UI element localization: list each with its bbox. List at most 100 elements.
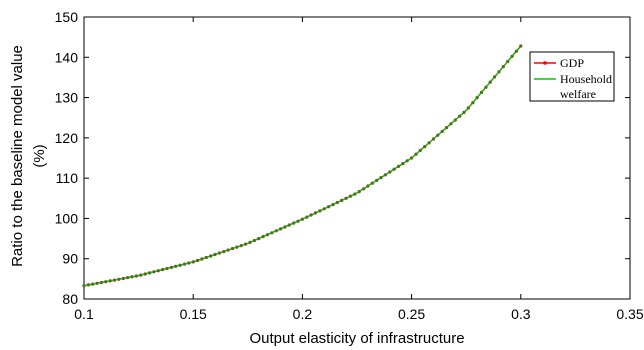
y-axis-title-line2: (%) [31, 144, 48, 167]
series-1-point-97 [506, 60, 510, 63]
series-1-point-80 [432, 137, 435, 141]
x-tick-label-1: 0.15 [180, 306, 207, 322]
legend-box [529, 51, 615, 102]
series-1-point-63 [357, 190, 361, 193]
series-1-point-76 [414, 152, 418, 156]
y-tick-label-7: 150 [55, 9, 79, 25]
series-1-point-90 [475, 96, 479, 99]
series-1-point-42 [266, 233, 269, 236]
series-1-point-71 [392, 167, 396, 171]
x-axis-title: Output elasticity of infrastructure [249, 330, 464, 347]
series-1-point-82 [440, 130, 444, 133]
series-1-point-75 [410, 156, 413, 160]
series-1-point-20 [170, 266, 173, 269]
series-1-point-68 [379, 176, 383, 179]
x-tick-label-4: 0.3 [511, 306, 531, 322]
series-1-point-40 [257, 237, 261, 240]
series-1-point-81 [436, 133, 440, 137]
series-1-point-89 [471, 101, 475, 104]
series-1-point-8 [117, 278, 121, 281]
y-tick-label-3: 110 [56, 170, 79, 186]
y-tick-label-4: 120 [55, 130, 79, 146]
series-1-point-11 [130, 275, 134, 279]
series-1-point-69 [384, 173, 387, 177]
series-1-point-87 [462, 111, 466, 114]
series-1-point-70 [388, 170, 392, 174]
series-1-point-27 [200, 257, 204, 261]
series-1-point-88 [467, 106, 470, 110]
series-1-point-9 [122, 277, 125, 280]
legend: GDP Household welfare [529, 51, 615, 102]
series-1-point-39 [253, 239, 256, 242]
x-tick-label-5: 0.35 [616, 306, 643, 322]
series-1-point-43 [270, 231, 274, 235]
series-1-point-29 [209, 254, 212, 258]
series-1-point-56 [327, 205, 330, 208]
series-1-point-24 [187, 261, 191, 265]
series-1-point-28 [205, 256, 208, 259]
series-1-point-22 [178, 263, 182, 267]
y-axis-title-line1: Ratio to the baseline model value [9, 45, 26, 267]
series-1-point-91 [480, 91, 483, 94]
plot-area [82, 16, 631, 300]
y-tick-label-6: 140 [55, 49, 79, 65]
series-1-point-45 [279, 227, 282, 231]
series-1-point-62 [353, 192, 357, 196]
series-1-point-49 [296, 219, 300, 223]
series-1-point-14 [143, 272, 147, 276]
series-1-point-58 [336, 201, 339, 204]
series-1-point-59 [340, 199, 344, 202]
y-tick-label-2: 100 [55, 210, 79, 226]
series-1-point-77 [419, 149, 422, 152]
series-1-point-36 [239, 244, 243, 247]
series-1-point-16 [152, 270, 156, 274]
series-1-point-84 [449, 122, 453, 126]
y-tick-label-5: 130 [55, 90, 79, 106]
series-1-point-37 [244, 242, 247, 246]
series-1-point-61 [349, 194, 352, 198]
series-1-point-1 [87, 283, 90, 287]
series-1-point-79 [427, 141, 431, 145]
series-1-point-74 [405, 159, 409, 163]
series-1-point-52 [309, 213, 313, 217]
series-1-point-3 [95, 282, 99, 285]
series-1-point-12 [135, 274, 138, 278]
series-1-point-67 [375, 179, 379, 182]
series-1-point-51 [305, 215, 309, 219]
series-1-point-65 [366, 184, 370, 188]
series-1-point-13 [139, 273, 143, 277]
series-1-point-19 [165, 267, 169, 270]
x-tick-label-0: 0.1 [74, 306, 94, 322]
series-1-point-10 [126, 276, 129, 279]
series-1-point-83 [445, 126, 448, 129]
series-1-point-86 [458, 114, 461, 118]
series-1-point-0 [82, 284, 86, 288]
series-1-point-46 [283, 225, 287, 229]
series-1-point-21 [174, 265, 177, 268]
legend-welfare-label-line1: Household [560, 72, 612, 86]
series-1-point-94 [493, 75, 496, 79]
series-1-point-6 [108, 279, 112, 283]
series-1-point-60 [344, 197, 348, 200]
series-1-point-33 [226, 248, 230, 252]
legend-gdp-marker [543, 61, 547, 65]
series-1-point-64 [362, 187, 365, 191]
series-1-point-34 [231, 247, 234, 250]
series-1-point-78 [423, 145, 427, 148]
series-1-point-18 [161, 268, 164, 271]
axis-ticks: 0.1 0.15 0.2 0.25 0.3 0.35 80 90 100 110 120 130 140… [55, 9, 644, 322]
x-tick-label-3: 0.25 [398, 306, 425, 322]
legend-welfare-label-line2: welfare [560, 87, 596, 101]
series-1-point-17 [157, 269, 160, 273]
series-1-point-73 [401, 162, 405, 165]
series-1-point-50 [301, 217, 304, 221]
series-1-point-96 [502, 65, 505, 68]
series-1-point-15 [148, 271, 151, 275]
plot-frame [83, 16, 631, 300]
series-1-point-53 [314, 211, 317, 215]
series-1-point-44 [274, 229, 278, 233]
series-1-point-57 [331, 203, 335, 206]
series-1-point-72 [397, 165, 400, 168]
series-1-point-32 [222, 250, 226, 253]
